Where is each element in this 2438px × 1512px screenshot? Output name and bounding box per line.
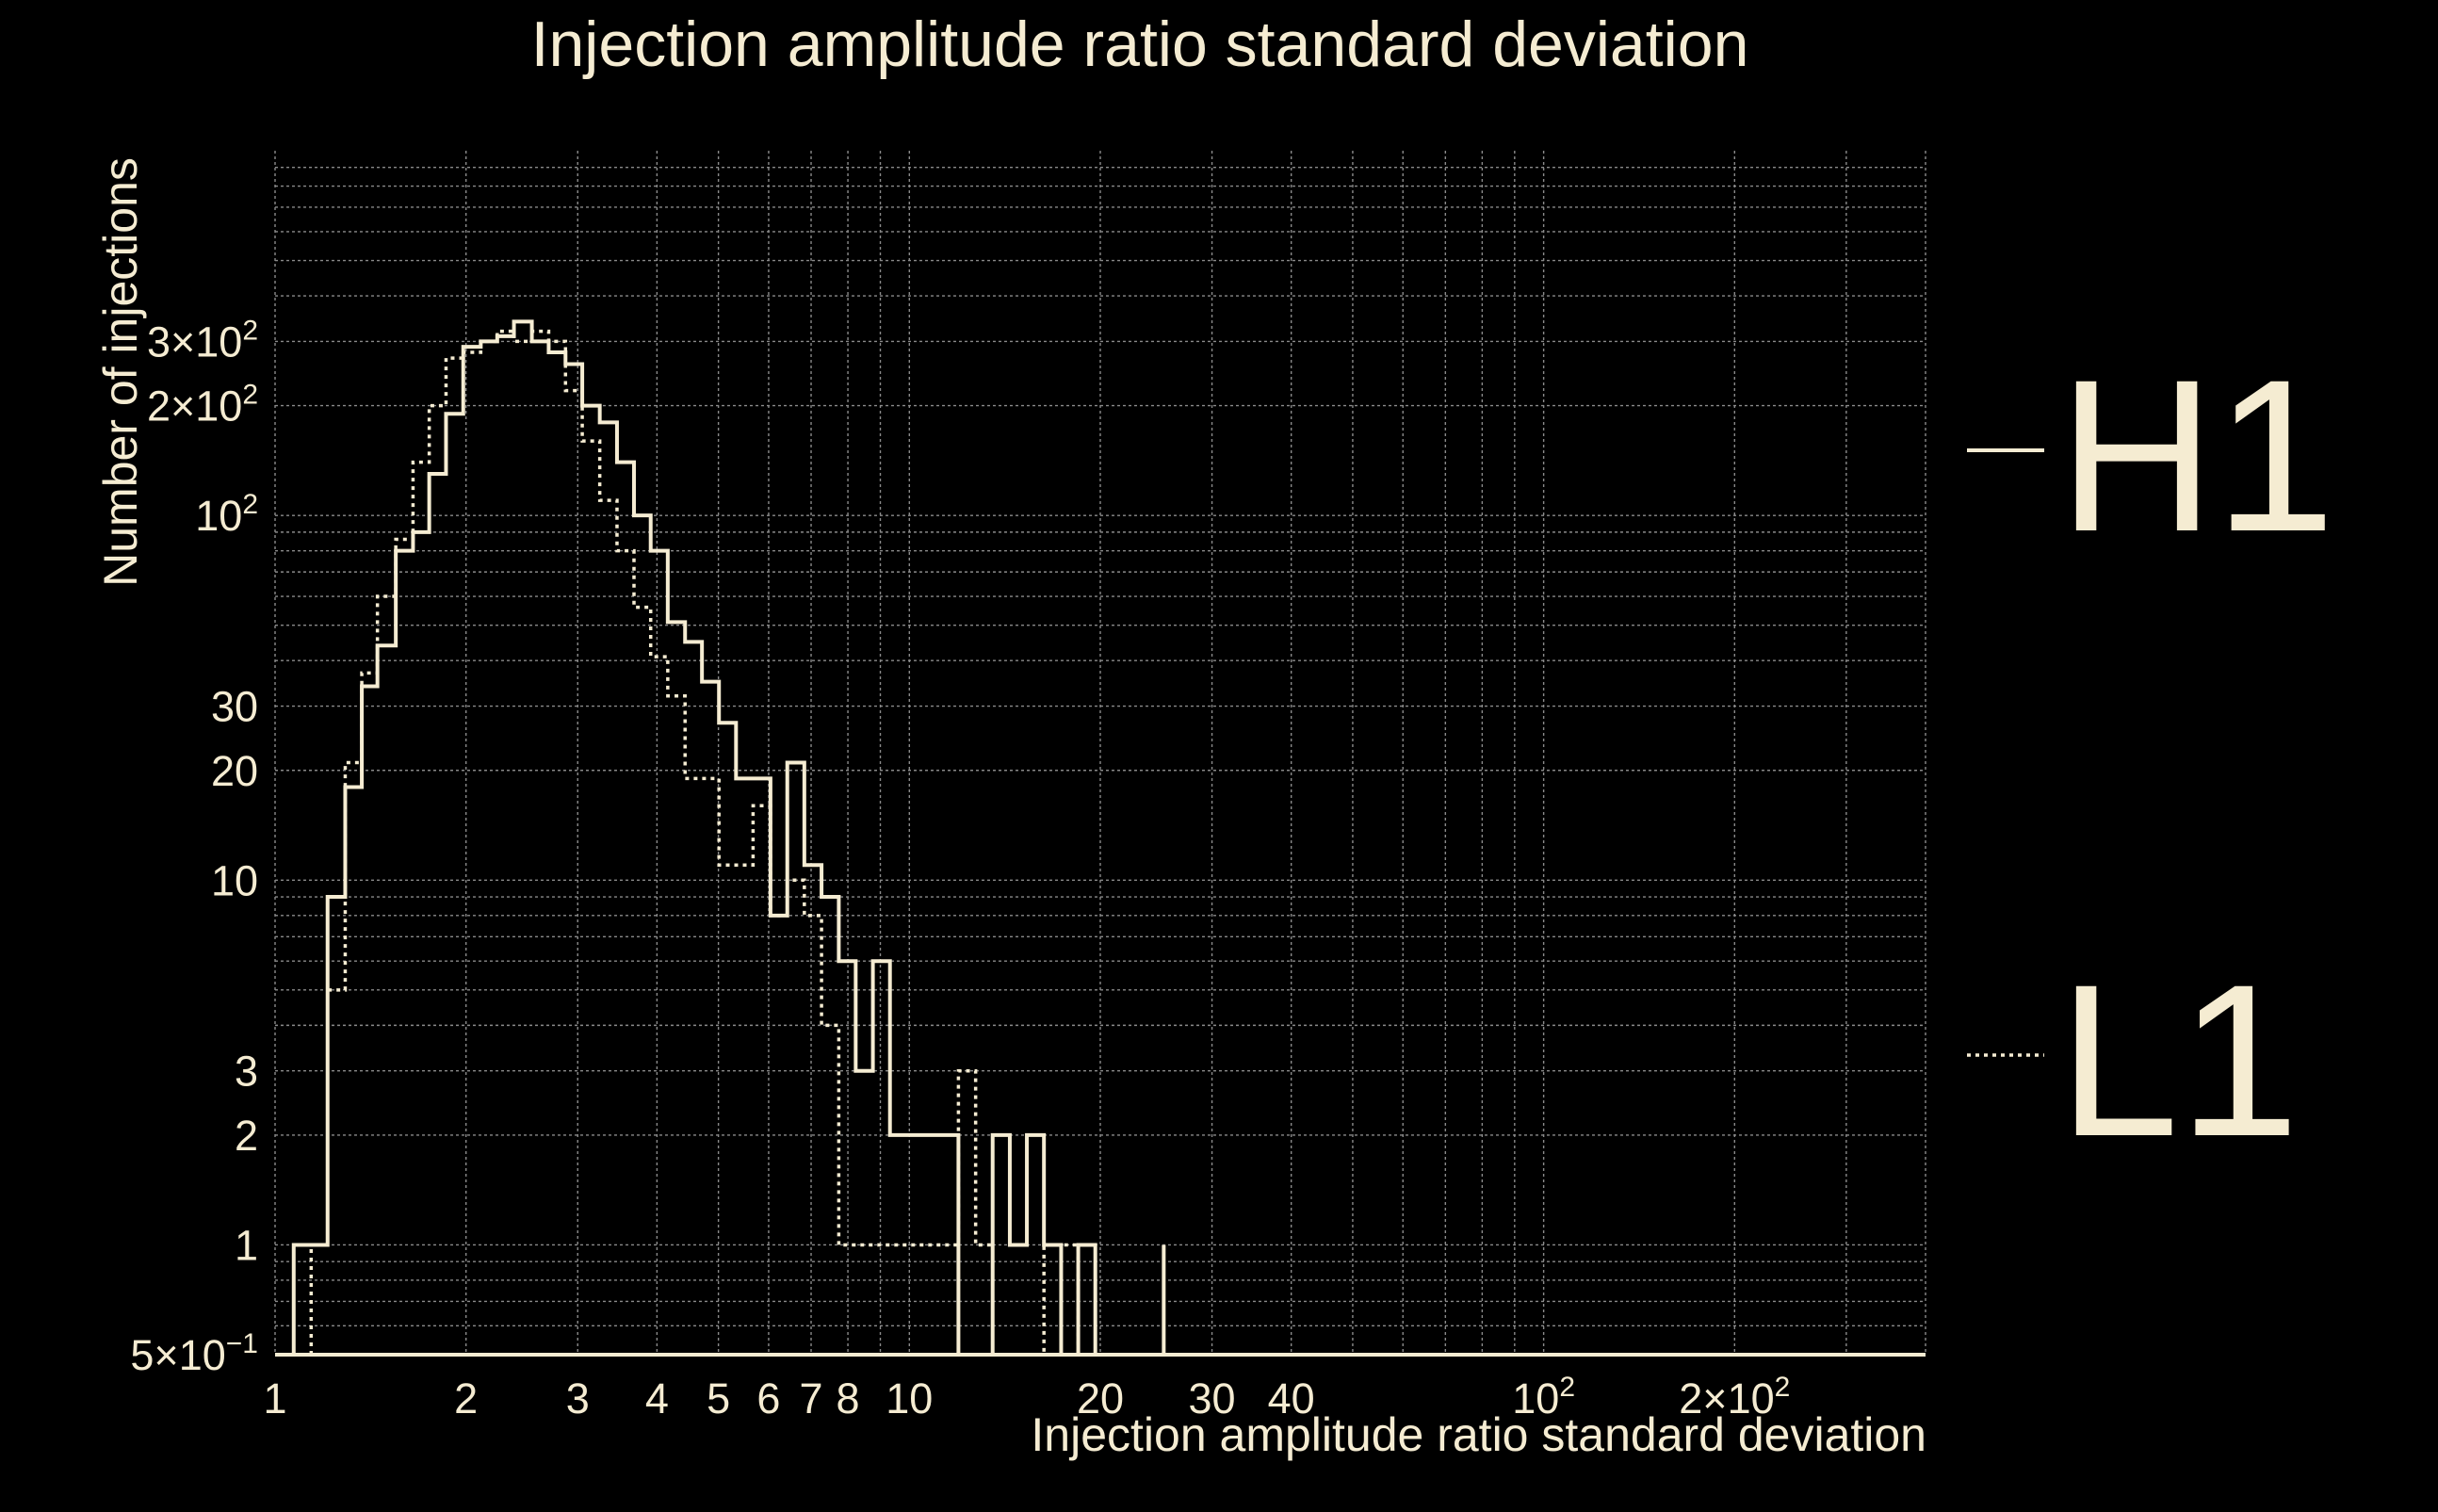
x-tick-label: 102 [1512,1372,1575,1423]
x-tick-label: 6 [756,1374,780,1423]
y-tick-label: 5×10−1 [130,1328,258,1379]
legend-label: L1 [2058,939,2300,1181]
x-tick-label: 2×102 [1679,1372,1790,1423]
legend-item-l1: L1 [1967,939,2300,1181]
x-tick-label: 8 [837,1374,860,1423]
x-tick-label: 10 [886,1374,933,1423]
x-tick-label: 2 [454,1374,478,1423]
grid-lines [274,151,1926,1356]
y-tick-label: 10 [211,856,258,904]
x-tick-label: 20 [1077,1374,1124,1423]
x-tick-label: 7 [799,1374,822,1423]
legend: H1 L1 [1967,334,2335,1181]
y-tick-label: 102 [195,489,258,540]
y-tick-label: 2×102 [147,380,258,431]
x-tick-label: 3 [566,1374,590,1423]
y-tick-label: 2 [235,1112,258,1160]
x-tick-label: 4 [645,1374,669,1423]
y-tick-label: 3×102 [147,315,258,366]
x-tick-label: 5 [707,1374,730,1423]
series-line-l1 [309,329,1113,1357]
legend-label: H1 [2058,334,2335,577]
series-line-h1 [291,319,1166,1357]
x-tick-label: 40 [1268,1374,1315,1423]
y-tick-label: 20 [211,747,258,795]
y-axis-label: Number of injections [94,157,147,587]
y-tick-label: 30 [211,683,258,731]
x-tick-labels: 1 2 3 4 5 6 7 8 10 20 30 40 102 2×102 [263,1372,1790,1423]
x-axis-label: Injection amplitude ratio standard devia… [1031,1408,1926,1461]
y-tick-labels: 5×10−1 1 2 3 10 20 30 102 2×102 3×102 [130,315,258,1379]
y-tick-label: 1 [235,1221,258,1269]
series-layer [291,319,1166,1357]
x-tick-label: 30 [1189,1374,1236,1423]
x-tick-label: 1 [263,1374,286,1423]
legend-item-h1: H1 [1967,334,2335,577]
y-tick-label: 3 [235,1048,258,1096]
chart-title: Injection amplitude ratio standard devia… [531,8,1749,80]
